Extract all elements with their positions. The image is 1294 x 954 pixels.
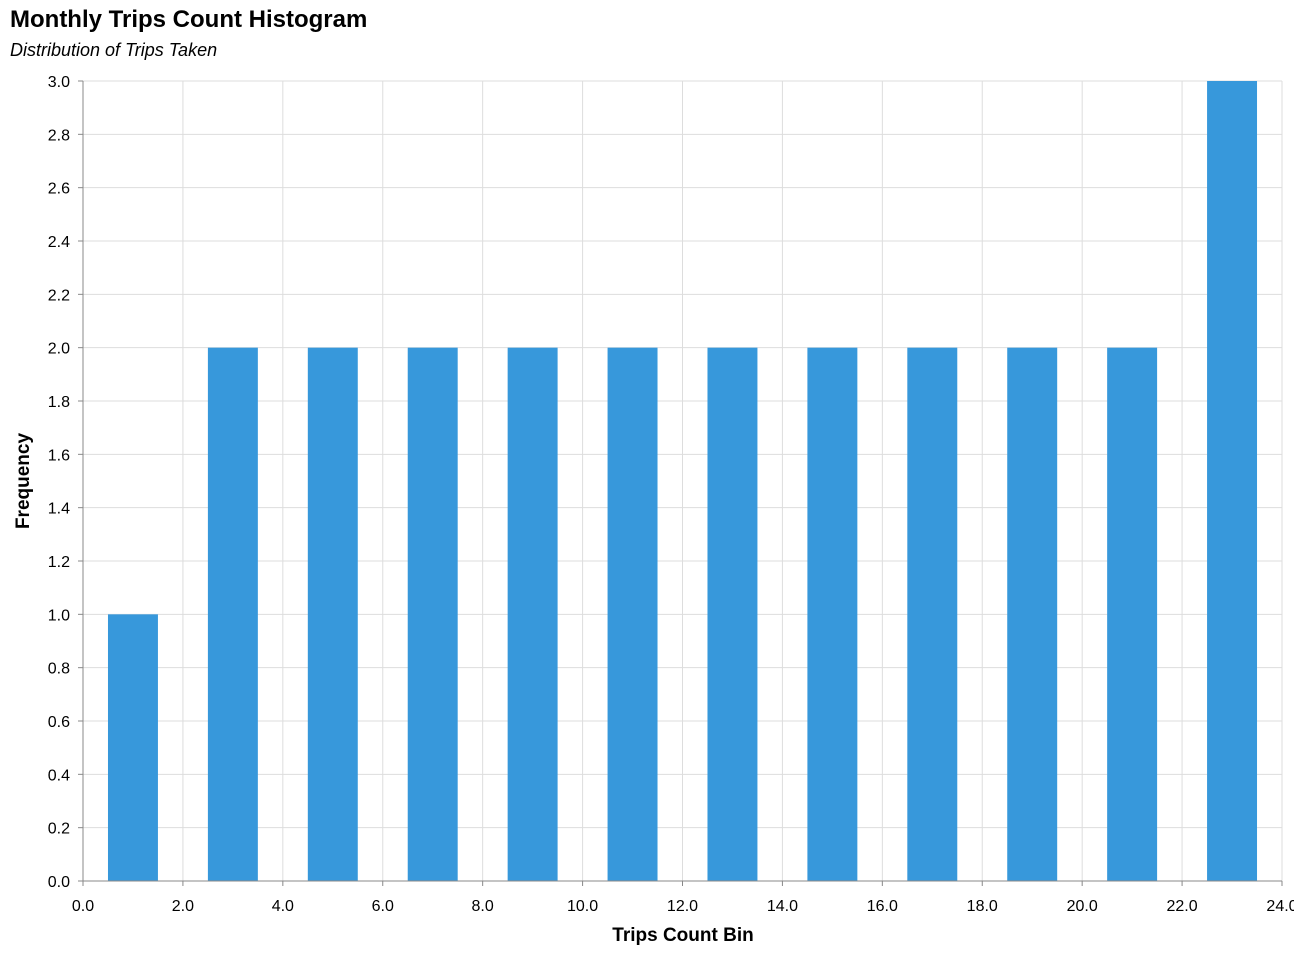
y-tick-label: 0.8 [48, 661, 70, 678]
x-tick-label: 0.0 [72, 898, 94, 915]
axes: 0.0 0.2 0.4 0.6 0.8 1.0 1.2 1.4 1.6 1.8 2.0 2.2 2.4 2… [48, 74, 1294, 915]
y-tick-label: 0.6 [48, 714, 70, 731]
histogram-bar [907, 347, 958, 882]
histogram-bar [1107, 347, 1158, 882]
y-axis-title: Frequency [13, 433, 34, 530]
y-tick-label: 2.0 [48, 341, 70, 358]
y-tick-label: 2.2 [48, 287, 70, 304]
histogram-bar [707, 347, 758, 882]
x-tick-label: 20.0 [1067, 898, 1098, 915]
x-tick-label: 8.0 [472, 898, 494, 915]
chart-title: Monthly Trips Count Histogram [10, 6, 368, 33]
histogram-bar [407, 347, 458, 882]
y-tick-label: 2.8 [48, 127, 70, 144]
x-tick-label: 6.0 [372, 898, 394, 915]
x-tick-label: 4.0 [272, 898, 294, 915]
histogram-bar [507, 347, 558, 882]
x-tick-label: 16.0 [867, 898, 898, 915]
histogram-bar [607, 347, 658, 882]
histogram-bar [1207, 81, 1258, 881]
y-tick-label: 0.2 [48, 821, 70, 838]
y-tick-label: 1.2 [48, 554, 70, 571]
histogram-bar [807, 347, 858, 882]
y-tick-label: 3.0 [48, 74, 70, 91]
y-tick-label: 0.4 [48, 767, 70, 784]
x-tick-label: 24.0 [1266, 898, 1294, 915]
y-tick-label: 2.4 [48, 234, 70, 251]
histogram-bar [307, 347, 358, 882]
x-tick-label: 12.0 [667, 898, 698, 915]
grid-lines [82, 80, 1283, 882]
histogram-bar [207, 347, 258, 882]
y-tick-label: 2.6 [48, 181, 70, 198]
y-tick-label: 1.0 [48, 607, 70, 624]
y-tick-label: 0.0 [48, 874, 70, 891]
x-tick-label: 10.0 [567, 898, 598, 915]
x-tick-label: 22.0 [1167, 898, 1198, 915]
chart-subtitle: Distribution of Trips Taken [10, 40, 218, 60]
histogram-bar [1007, 347, 1058, 882]
x-axis-title: Trips Count Bin [612, 925, 753, 946]
x-tick-label: 14.0 [767, 898, 798, 915]
histogram-bars [107, 81, 1258, 882]
x-tick-label: 2.0 [172, 898, 194, 915]
y-tick-label: 1.8 [48, 394, 70, 411]
histogram-bar [107, 614, 158, 881]
y-tick-label: 1.4 [48, 501, 70, 518]
y-tick-label: 1.6 [48, 447, 70, 464]
x-tick-label: 18.0 [967, 898, 998, 915]
